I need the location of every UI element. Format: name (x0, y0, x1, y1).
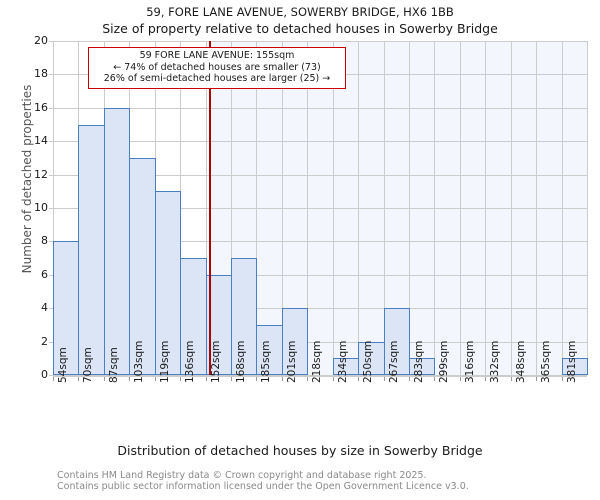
annotation-line-smaller: ← 74% of detached houses are smaller (73… (113, 61, 321, 73)
x-axis-tick-label: 250sqm (362, 340, 374, 383)
gridline-vertical (256, 41, 257, 375)
x-axis-tick-mark (282, 377, 283, 381)
histogram-bar (384, 308, 410, 375)
x-axis-tick-label: 152sqm (210, 340, 222, 383)
histogram-bar (53, 241, 79, 375)
annotation-line-larger: 26% of semi-detached houses are larger (… (103, 73, 331, 84)
property-annotation-box: 59 FORE LANE AVENUE: 155sqm ← 74% of det… (88, 47, 346, 89)
gridline-vertical (536, 41, 537, 375)
histogram-bar (562, 358, 588, 375)
chart-title-secondary: Size of property relative to detached ho… (102, 21, 498, 36)
x-axis-tick-mark (155, 377, 156, 381)
x-axis-tick-label: 103sqm (133, 340, 145, 383)
x-axis-tick-mark (53, 377, 54, 381)
histogram-bar (155, 191, 181, 375)
x-axis-tick-mark (307, 377, 308, 381)
x-axis-tick-mark (409, 377, 410, 381)
attribution-footer: Contains HM Land Registry data © Crown c… (57, 470, 597, 492)
histogram-bar (78, 124, 105, 375)
histogram-bar (256, 324, 283, 375)
x-axis-tick-mark (104, 377, 105, 381)
property-size-marker-line (209, 41, 212, 375)
gridline-vertical (231, 41, 232, 375)
x-axis-tick-label: 70sqm (82, 347, 94, 383)
gridline-horizontal (53, 208, 587, 209)
x-axis-tick-label: 299sqm (438, 340, 450, 383)
x-axis-tick-mark (434, 377, 435, 381)
x-axis-tick-mark (231, 377, 232, 381)
x-axis-tick-label: 316sqm (464, 340, 476, 383)
x-axis-tick-label: 54sqm (57, 347, 69, 383)
gridline-horizontal (53, 308, 587, 310)
gridline-horizontal (53, 341, 587, 343)
x-axis-title: Distribution of detached houses by size … (117, 443, 483, 458)
gridline-vertical (485, 41, 486, 375)
x-axis-tick-label: 136sqm (184, 340, 196, 383)
gridline-vertical (384, 41, 385, 375)
x-axis-tick-mark (333, 377, 334, 381)
footer-line-copyright: Contains HM Land Registry data © Crown c… (57, 470, 427, 481)
x-axis-tick-mark (460, 377, 461, 381)
gridline-horizontal (53, 241, 587, 243)
chart-title-block: 59, FORE LANE AVENUE, SOWERBY BRIDGE, HX… (0, 5, 600, 37)
gridline-vertical (53, 41, 54, 375)
x-axis-tick-label: 348sqm (515, 340, 527, 383)
gridline-horizontal (53, 141, 587, 143)
x-axis-tick-mark (358, 377, 359, 381)
x-axis-tick-label: 381sqm (566, 340, 578, 383)
gridline-horizontal (53, 41, 587, 42)
x-axis-tick-label: 201sqm (286, 340, 298, 383)
x-axis-tick-mark (206, 377, 207, 381)
x-axis-tick-label: 234sqm (337, 340, 349, 383)
x-axis-tick-mark (180, 377, 181, 381)
plot-area (53, 41, 588, 376)
gridline-vertical (562, 41, 563, 375)
x-axis-tick-mark (78, 377, 79, 381)
annotation-line-property: 59 FORE LANE AVENUE: 155sqm (139, 50, 295, 61)
gridline-vertical (434, 41, 435, 375)
gridline-vertical (409, 41, 410, 375)
histogram-bar (104, 107, 130, 375)
x-axis-tick-label: 185sqm (260, 340, 272, 383)
y-axis-tick-label: 0 (41, 368, 48, 381)
x-axis-tick-mark (129, 377, 130, 381)
x-axis-tick-label: 119sqm (159, 340, 171, 383)
x-axis-tick-label: 168sqm (235, 340, 247, 383)
x-axis-tick-mark (511, 377, 512, 381)
gridline-vertical (333, 41, 334, 375)
gridline-horizontal (53, 274, 587, 276)
y-axis-title: Number of detached properties (20, 84, 34, 274)
histogram-bar (231, 258, 257, 375)
gridline-vertical (282, 41, 283, 375)
histogram-bar (282, 308, 308, 375)
gridline-vertical (307, 41, 308, 375)
x-axis-line (53, 375, 587, 377)
x-axis-tick-mark (562, 377, 563, 381)
gridline-horizontal (53, 107, 587, 109)
x-axis-tick-label: 283sqm (413, 340, 425, 383)
gridline-vertical (460, 41, 461, 375)
footer-line-licence: Contains public sector information licen… (57, 481, 469, 492)
x-axis-tick-label: 332sqm (489, 340, 501, 383)
x-axis-tick-label: 267sqm (388, 340, 400, 383)
x-axis-tick-label: 87sqm (108, 347, 120, 383)
x-axis-tick-label: 218sqm (311, 340, 323, 383)
x-axis-tick-mark (256, 377, 257, 381)
gridline-vertical (358, 41, 359, 375)
x-axis-tick-mark (485, 377, 486, 381)
gridline-vertical (511, 41, 512, 375)
gridline-horizontal (53, 174, 587, 176)
gridline-vertical (206, 41, 207, 375)
x-axis-tick-mark (384, 377, 385, 381)
gridline-vertical (587, 41, 588, 375)
chart-title-primary: 59, FORE LANE AVENUE, SOWERBY BRIDGE, HX… (146, 5, 454, 19)
histogram-bar (409, 358, 435, 375)
x-axis-tick-mark (536, 377, 537, 381)
x-axis-tick-label: 365sqm (540, 340, 552, 383)
